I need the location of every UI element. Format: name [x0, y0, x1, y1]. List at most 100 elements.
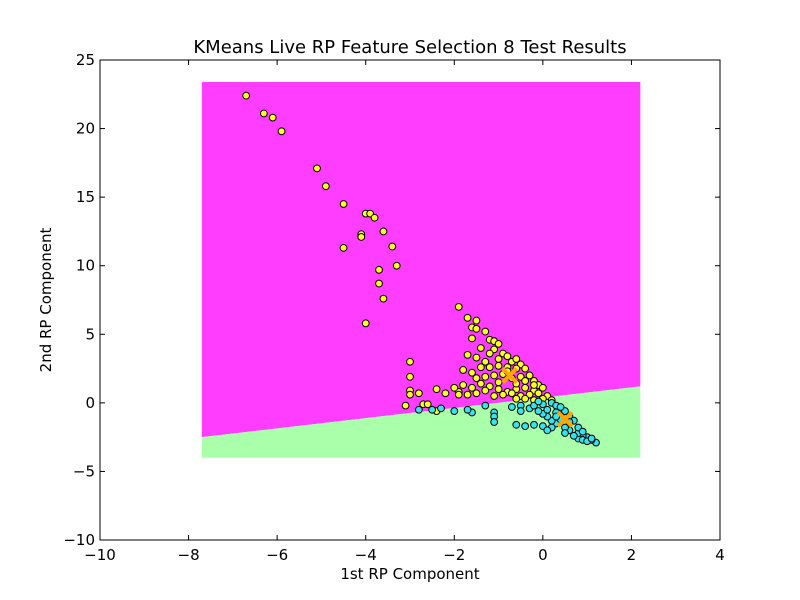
data-point-cluster-1 [521, 364, 530, 373]
data-point-cluster-1 [494, 361, 503, 370]
data-point-cluster-1 [450, 383, 459, 392]
data-point-cluster-1 [512, 355, 521, 363]
x-tick-label: −6 [266, 546, 288, 564]
data-point-cluster-1 [370, 213, 379, 222]
data-point-cluster-1 [503, 352, 512, 361]
y-tick-label: 0 [85, 394, 95, 412]
data-point-cluster-2 [543, 426, 552, 435]
data-point-cluster-1 [406, 372, 414, 381]
data-point-cluster-1 [494, 378, 503, 387]
axes: −10 −8 −6 −4 −2 0 2 4 −10 −5 0 5 10 15 20 25 [63, 51, 724, 564]
centroid-stroke [501, 367, 519, 384]
data-point-cluster-1 [321, 182, 330, 191]
data-point-cluster-1 [468, 334, 476, 343]
data-point-cluster-2 [428, 405, 437, 414]
data-point-cluster-2 [481, 401, 490, 410]
centroid-marker [501, 367, 519, 384]
data-point-cluster-2 [530, 420, 538, 429]
data-point-cluster-2 [569, 431, 578, 440]
data-point-cluster-1 [538, 383, 547, 392]
data-point-cluster-1 [459, 381, 468, 389]
data-point-cluster-1 [481, 357, 490, 366]
chart-title: KMeans Live RP Feature Selection 8 Test … [193, 37, 626, 58]
data-point-cluster-1 [401, 401, 410, 410]
y-tick-label: 5 [85, 325, 95, 343]
data-point-cluster-1 [454, 390, 463, 399]
x-tick-label: −2 [443, 546, 465, 564]
data-point-cluster-1 [512, 394, 521, 403]
y-tick-label: 15 [76, 188, 95, 206]
data-point-cluster-1 [481, 386, 490, 395]
data-point-cluster-2 [543, 405, 552, 414]
data-point-cluster-1 [472, 316, 481, 325]
cluster-centroids [501, 367, 574, 428]
data-point-cluster-1 [423, 400, 432, 409]
x-tick-label: −10 [84, 546, 116, 564]
data-point-cluster-1 [463, 390, 472, 399]
x-axis-label: 1st RP Component [340, 565, 479, 583]
data-point-cluster-2 [534, 397, 543, 406]
data-point-cluster-1 [468, 368, 476, 377]
data-point-cluster-1 [242, 91, 251, 100]
data-point-cluster-2 [556, 403, 565, 411]
data-point-cluster-1 [485, 363, 494, 372]
data-point-cluster-2 [561, 429, 569, 437]
data-point-cluster-1 [472, 324, 481, 333]
data-point-cluster-2 [516, 407, 525, 415]
data-point-cluster-1 [375, 279, 383, 288]
data-point-cluster-1 [476, 379, 485, 388]
data-point-cluster-1 [485, 349, 494, 358]
data-point-cluster-1 [432, 385, 441, 394]
data-point-cluster-1 [441, 389, 450, 398]
data-point-cluster-1 [507, 389, 516, 398]
data-points [242, 91, 600, 447]
data-point-cluster-1 [494, 339, 503, 348]
x-tick-label: −8 [178, 546, 200, 564]
data-point-cluster-1 [463, 350, 472, 359]
region-cluster-1 [201, 81, 641, 438]
data-point-cluster-1 [259, 109, 268, 118]
data-point-cluster-2 [587, 434, 596, 443]
y-tick-label: 10 [76, 257, 95, 275]
data-point-cluster-2 [437, 404, 445, 413]
data-point-cluster-2 [507, 403, 516, 411]
x-tick-label: 4 [715, 546, 725, 564]
data-point-cluster-1 [463, 313, 472, 322]
data-point-cluster-2 [463, 405, 472, 414]
data-point-cluster-1 [521, 377, 530, 385]
y-tick-label: −10 [63, 531, 95, 549]
data-point-cluster-1 [490, 371, 499, 380]
data-point-cluster-1 [472, 389, 481, 398]
data-point-cluster-1 [468, 383, 476, 392]
data-point-cluster-2 [578, 427, 587, 436]
data-point-cluster-1 [414, 389, 423, 398]
data-point-cluster-1 [476, 363, 485, 372]
data-point-cluster-1 [339, 243, 348, 252]
x-tick-label: 0 [538, 546, 548, 564]
data-point-cluster-1 [406, 357, 414, 366]
data-point-cluster-2 [450, 407, 459, 415]
data-point-cluster-2 [534, 407, 543, 415]
y-tick-label: 20 [76, 120, 95, 138]
x-tick-label: 2 [627, 546, 637, 564]
data-point-cluster-2 [490, 418, 499, 426]
data-point-cluster-2 [414, 405, 423, 414]
data-point-cluster-1 [490, 392, 499, 400]
data-point-cluster-1 [472, 353, 481, 362]
data-point-cluster-1 [379, 294, 388, 303]
y-tick-label: 25 [76, 51, 95, 69]
data-point-cluster-1 [277, 127, 286, 136]
data-point-cluster-1 [521, 383, 530, 392]
data-point-cluster-1 [454, 302, 463, 311]
centroid-marker [556, 410, 574, 428]
centroid-stroke [556, 410, 574, 428]
data-point-cluster-1 [406, 390, 414, 399]
data-point-cluster-1 [481, 327, 490, 336]
axes-frame [99, 59, 721, 541]
data-point-cluster-2 [521, 422, 530, 431]
y-tick-label: −5 [73, 462, 95, 480]
data-point-cluster-1 [392, 261, 401, 270]
data-point-cluster-1 [339, 200, 348, 208]
data-point-cluster-1 [361, 319, 370, 328]
